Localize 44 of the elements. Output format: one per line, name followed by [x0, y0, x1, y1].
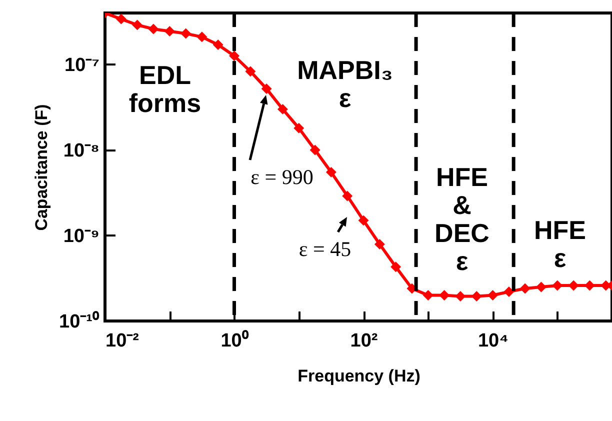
point: [455, 290, 466, 302]
point: [471, 290, 482, 302]
y-tick-label: 10⁻¹⁰: [59, 310, 100, 332]
point: [229, 50, 240, 62]
y-tick-label: 10⁻⁹: [63, 226, 100, 247]
point: [536, 282, 546, 292]
point: [245, 66, 256, 77]
point: [374, 239, 385, 250]
point: [261, 84, 272, 94]
annotation: EDL forms: [128, 60, 202, 118]
point: [277, 104, 288, 114]
y-tick-label: 10⁻⁷: [64, 54, 100, 76]
point: [164, 26, 175, 36]
point: [326, 166, 336, 178]
point: [310, 144, 320, 156]
x-tick-label: 10²: [350, 330, 378, 352]
annotation: ε = 45: [298, 237, 352, 261]
point: [132, 20, 143, 30]
point: [422, 290, 434, 301]
y-tick-label: 10⁻⁸: [63, 140, 100, 162]
point: [390, 262, 402, 272]
annotation: HFE ε: [534, 214, 586, 274]
x-tick-label: 10⁻²: [106, 330, 139, 352]
x-tick-label: 10⁴: [478, 330, 509, 352]
y-axis-title: Capacitance (F): [32, 104, 52, 231]
point: [358, 215, 369, 226]
point: [439, 290, 450, 301]
point: [294, 122, 304, 134]
point: [116, 14, 126, 24]
point: [488, 290, 498, 301]
point: [342, 190, 353, 202]
point: [504, 286, 514, 297]
annotation: MAPBI₃ ε: [297, 54, 393, 114]
annotation: HFE & DEC ε: [434, 162, 490, 276]
point: [180, 28, 192, 39]
annotation: ε = 990: [250, 165, 314, 189]
point: [196, 32, 208, 42]
x-tick-label: 10⁰: [220, 330, 249, 352]
point: [520, 283, 530, 294]
x-axis-title: Frequency (Hz): [298, 366, 420, 386]
point: [212, 40, 224, 50]
point: [148, 24, 159, 34]
point: [568, 280, 579, 291]
point: [552, 280, 563, 291]
